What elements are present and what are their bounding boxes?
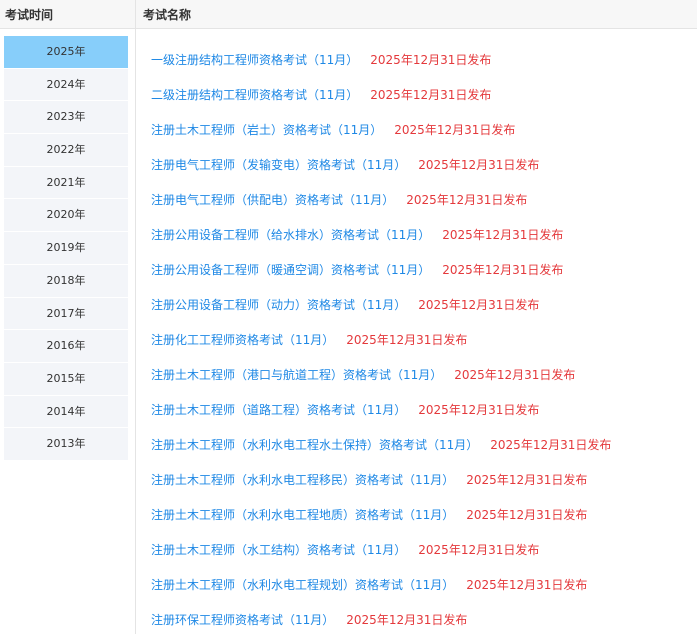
exam-row: 注册化工工程师资格考试（11月） 2025年12月31日发布	[151, 323, 611, 358]
exam-link[interactable]: 注册土木工程师（岩土）资格考试（11月）	[151, 123, 383, 137]
year-item[interactable]: 2019年	[4, 232, 128, 265]
exam-link[interactable]: 注册土木工程师（水利水电工程地质）资格考试（11月）	[151, 508, 455, 522]
exam-row: 注册电气工程师（供配电）资格考试（11月） 2025年12月31日发布	[151, 183, 611, 218]
exam-row: 注册土木工程师（水利水电工程移民）资格考试（11月） 2025年12月31日发布	[151, 463, 611, 498]
exam-row: 注册土木工程师（水工结构）资格考试（11月） 2025年12月31日发布	[151, 533, 611, 568]
exam-row: 一级注册结构工程师资格考试（11月） 2025年12月31日发布	[151, 43, 611, 78]
publish-date: 2025年12月31日发布	[346, 613, 468, 627]
exam-row: 注册电气工程师（发输变电）资格考试（11月） 2025年12月31日发布	[151, 148, 611, 183]
exam-link[interactable]: 注册公用设备工程师（给水排水）资格考试（11月）	[151, 228, 431, 242]
column-divider	[135, 0, 136, 634]
exam-row: 注册公用设备工程师（暖通空调）资格考试（11月） 2025年12月31日发布	[151, 253, 611, 288]
exam-link[interactable]: 二级注册结构工程师资格考试（11月）	[151, 88, 359, 102]
exam-link[interactable]: 注册土木工程师（水工结构）资格考试（11月）	[151, 543, 407, 557]
exam-link[interactable]: 注册土木工程师（港口与航道工程）资格考试（11月）	[151, 368, 443, 382]
year-item[interactable]: 2013年	[4, 428, 128, 461]
publish-date: 2025年12月31日发布	[442, 263, 564, 277]
year-item[interactable]: 2020年	[4, 199, 128, 233]
publish-date: 2025年12月31日发布	[418, 543, 540, 557]
publish-date: 2025年12月31日发布	[370, 53, 492, 67]
exam-row: 注册土木工程师（岩土）资格考试（11月） 2025年12月31日发布	[151, 113, 611, 148]
exam-link[interactable]: 注册化工工程师资格考试（11月）	[151, 333, 335, 347]
year-item[interactable]: 2023年	[4, 101, 128, 135]
year-item[interactable]: 2015年	[4, 362, 128, 396]
publish-date: 2025年12月31日发布	[442, 228, 564, 242]
year-item[interactable]: 2025年	[4, 36, 128, 69]
publish-date: 2025年12月31日发布	[466, 508, 588, 522]
exam-link[interactable]: 一级注册结构工程师资格考试（11月）	[151, 53, 359, 67]
year-item[interactable]: 2018年	[4, 264, 128, 298]
publish-date: 2025年12月31日发布	[490, 438, 612, 452]
year-item[interactable]: 2024年	[4, 68, 128, 102]
publish-date: 2025年12月31日发布	[406, 193, 528, 207]
exam-list: 一级注册结构工程师资格考试（11月） 2025年12月31日发布 二级注册结构工程师…	[151, 43, 611, 638]
column-header-exam-name: 考试名称	[143, 8, 192, 22]
exam-row: 注册环保工程师资格考试（11月） 2025年12月31日发布	[151, 603, 611, 638]
exam-link[interactable]: 注册电气工程师（发输变电）资格考试（11月）	[151, 158, 407, 172]
exam-row: 注册土木工程师（道路工程）资格考试（11月） 2025年12月31日发布	[151, 393, 611, 428]
column-header-exam-time: 考试时间	[5, 8, 54, 22]
exam-link[interactable]: 注册土木工程师（水利水电工程规划）资格考试（11月）	[151, 578, 455, 592]
publish-date: 2025年12月31日发布	[418, 298, 540, 312]
publish-date: 2025年12月31日发布	[418, 403, 540, 417]
publish-date: 2025年12月31日发布	[370, 88, 492, 102]
exam-row: 注册土木工程师（水利水电工程地质）资格考试（11月） 2025年12月31日发布	[151, 498, 611, 533]
year-item[interactable]: 2021年	[4, 166, 128, 200]
year-item[interactable]: 2022年	[4, 134, 128, 167]
year-item[interactable]: 2017年	[4, 297, 128, 331]
year-item[interactable]: 2014年	[4, 395, 128, 429]
publish-date: 2025年12月31日发布	[346, 333, 468, 347]
exam-row: 注册公用设备工程师（给水排水）资格考试（11月） 2025年12月31日发布	[151, 218, 611, 253]
publish-date: 2025年12月31日发布	[454, 368, 576, 382]
exam-link[interactable]: 注册土木工程师（道路工程）资格考试（11月）	[151, 403, 407, 417]
exam-row: 注册土木工程师（港口与航道工程）资格考试（11月） 2025年12月31日发布	[151, 358, 611, 393]
publish-date: 2025年12月31日发布	[418, 158, 540, 172]
exam-row: 注册公用设备工程师（动力）资格考试（11月） 2025年12月31日发布	[151, 288, 611, 323]
exam-link[interactable]: 注册环保工程师资格考试（11月）	[151, 613, 335, 627]
publish-date: 2025年12月31日发布	[394, 123, 516, 137]
exam-link[interactable]: 注册公用设备工程师（暖通空调）资格考试（11月）	[151, 263, 431, 277]
exam-link[interactable]: 注册土木工程师（水利水电工程水土保持）资格考试（11月）	[151, 438, 479, 452]
publish-date: 2025年12月31日发布	[466, 578, 588, 592]
exam-link[interactable]: 注册土木工程师（水利水电工程移民）资格考试（11月）	[151, 473, 455, 487]
exam-row: 注册土木工程师（水利水电工程规划）资格考试（11月） 2025年12月31日发布	[151, 568, 611, 603]
year-item[interactable]: 2016年	[4, 330, 128, 363]
year-list: 2025年 2024年 2023年 2022年 2021年 2020年 2019年 2018年…	[4, 36, 128, 461]
exam-row: 注册土木工程师（水利水电工程水土保持）资格考试（11月） 2025年12月31日发…	[151, 428, 611, 463]
table-header: 考试时间 考试名称	[0, 0, 697, 29]
publish-date: 2025年12月31日发布	[466, 473, 588, 487]
exam-link[interactable]: 注册公用设备工程师（动力）资格考试（11月）	[151, 298, 407, 312]
exam-link[interactable]: 注册电气工程师（供配电）资格考试（11月）	[151, 193, 395, 207]
exam-row: 二级注册结构工程师资格考试（11月） 2025年12月31日发布	[151, 78, 611, 113]
